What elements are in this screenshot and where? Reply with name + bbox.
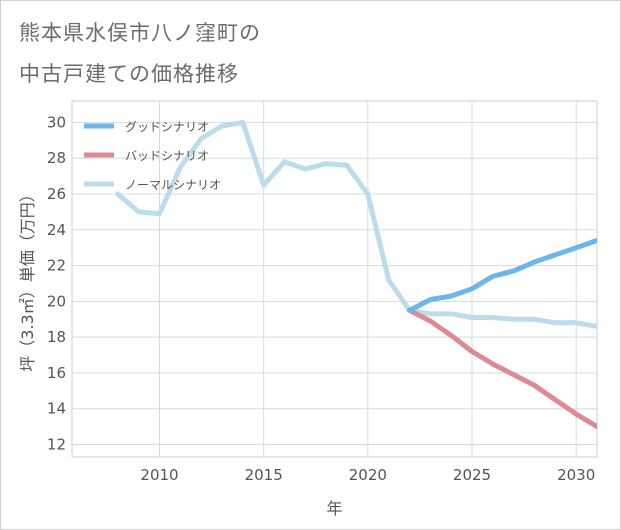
y-tick-labels: 12 14 16 18 20 22 24 26 28 30: [47, 113, 66, 453]
series-lines: [115, 120, 597, 430]
y-tick-label: 30: [47, 113, 66, 131]
y-tick-label: 20: [47, 292, 66, 310]
legend-label: バッドシナリオ: [125, 149, 209, 163]
grid-lines: [71, 100, 598, 458]
plot-area: [71, 100, 598, 458]
x-tick-label: 2030: [557, 466, 595, 484]
y-tick-label: 26: [47, 185, 66, 203]
y-tick-label: 18: [47, 328, 66, 346]
x-tick-label: 2020: [349, 466, 387, 484]
y-tick-label: 16: [47, 364, 66, 382]
series-line-good: [407, 238, 597, 313]
y-axis-label: 坪（3.3㎡）単価（万円）: [18, 186, 37, 371]
x-tick-label: 2025: [453, 466, 491, 484]
y-tick-label: 12: [47, 435, 66, 453]
y-tick-label: 24: [47, 221, 66, 239]
x-tick-label: 2015: [245, 466, 283, 484]
series-line-normal: [115, 120, 597, 329]
x-tick-labels: 2010 2015 2020 2025 2030: [140, 466, 595, 484]
series-line-bad: [407, 307, 597, 430]
legend-label: グッドシナリオ: [125, 120, 209, 134]
y-tick-label: 14: [47, 400, 66, 418]
chart-title-line1: 熊本県水俣市八ノ窪町の: [19, 21, 261, 45]
x-axis-label: 年: [326, 499, 342, 518]
legend-label: ノーマルシナリオ: [125, 178, 221, 192]
y-tick-label: 28: [47, 149, 66, 167]
x-tick-label: 2010: [140, 466, 178, 484]
y-tick-label: 22: [47, 257, 66, 275]
chart-title-line2: 中古戸建ての価格推移: [19, 62, 239, 86]
